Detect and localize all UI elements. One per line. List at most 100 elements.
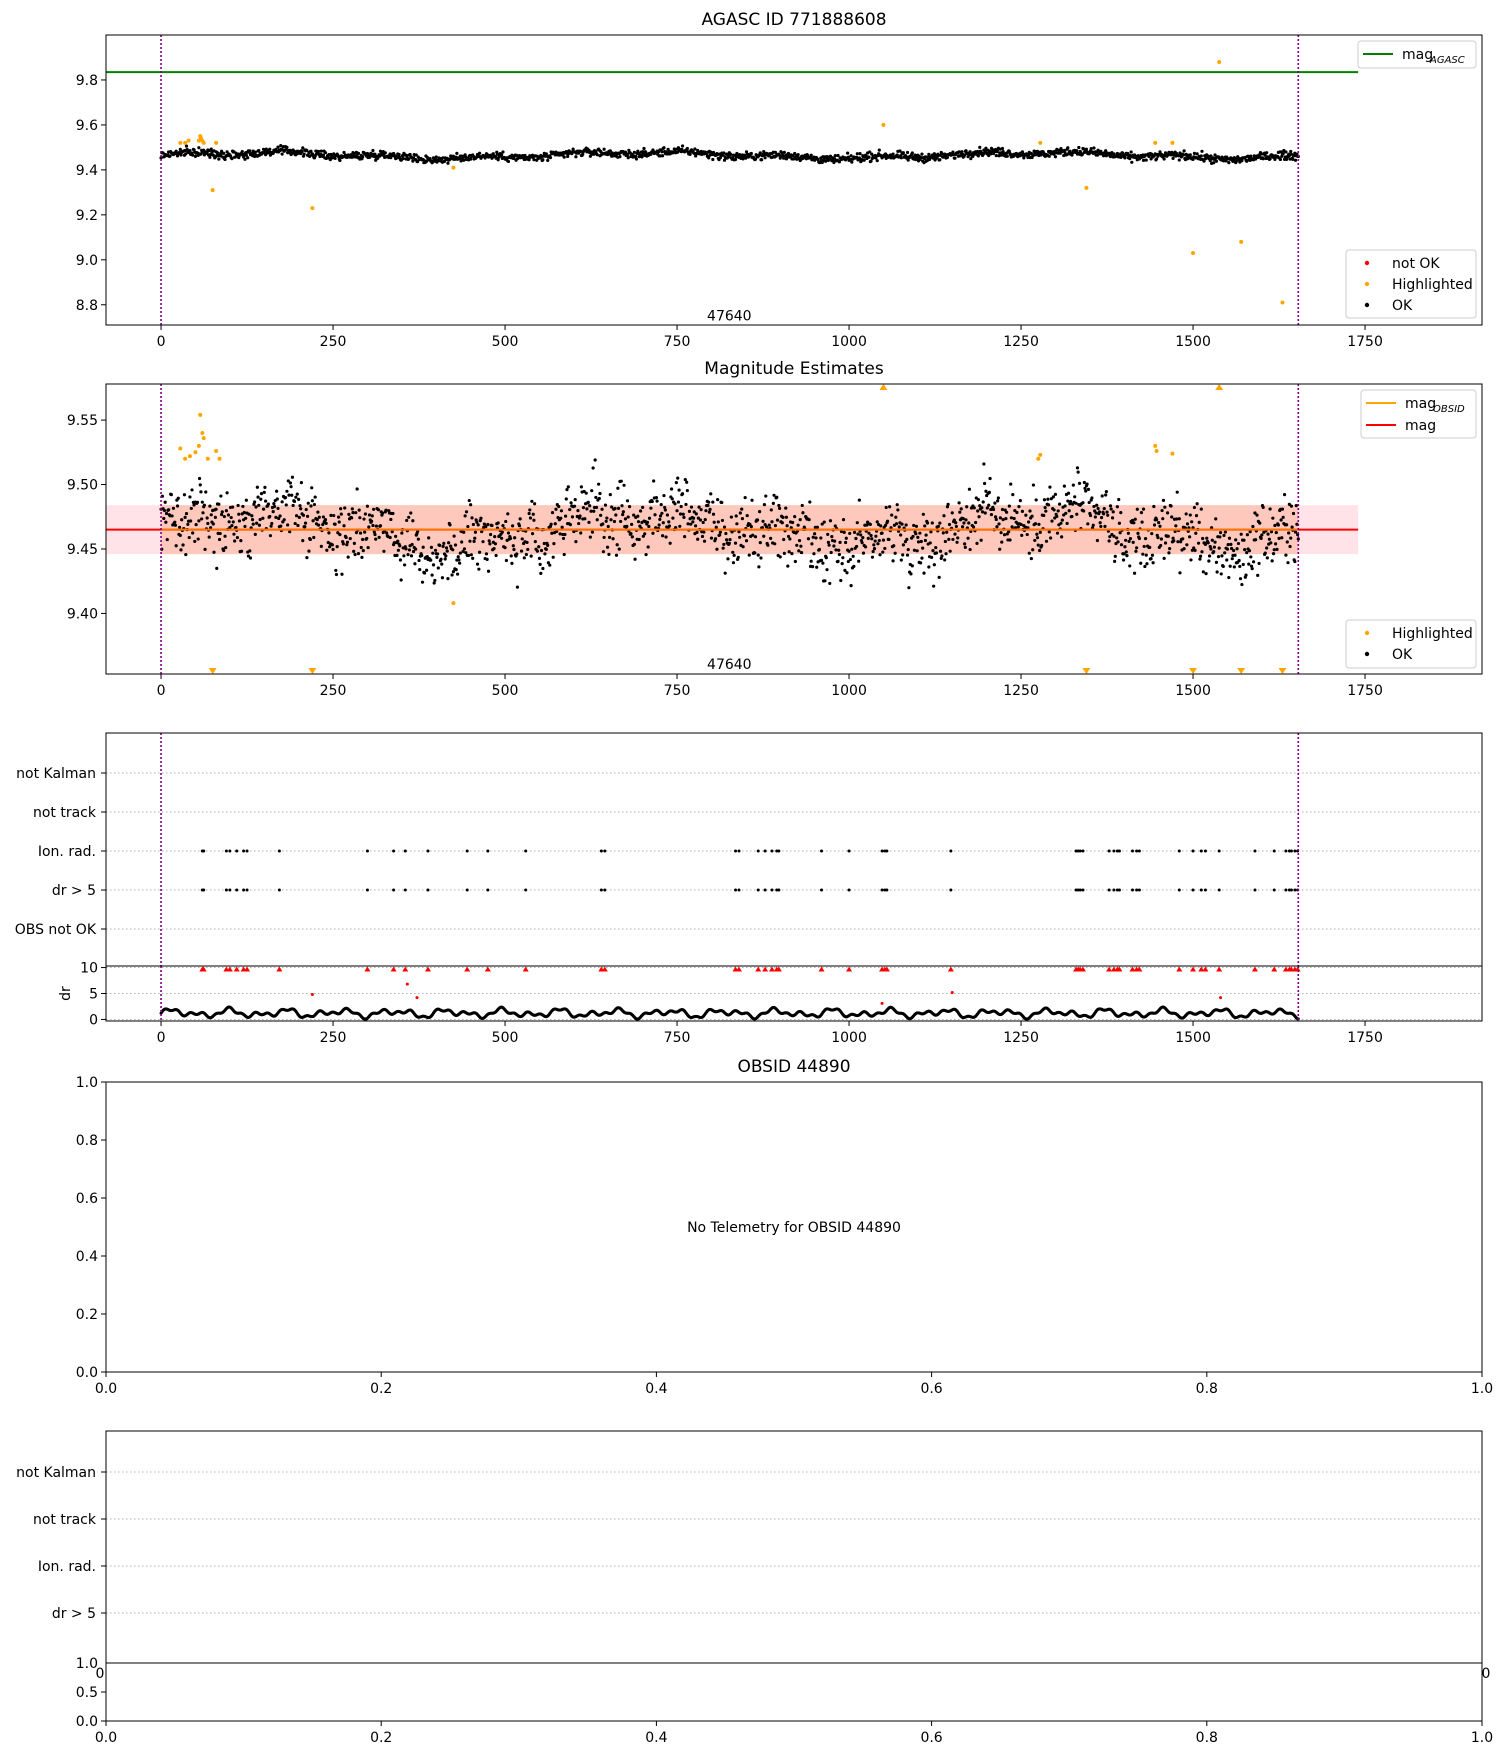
ok-point — [1194, 514, 1199, 518]
flag-point — [524, 888, 528, 892]
flag-point — [524, 849, 528, 853]
ok-point — [420, 553, 424, 558]
ok-point — [213, 515, 217, 519]
ok-point — [325, 548, 329, 552]
legend-label: Highlighted — [1392, 277, 1473, 293]
ok-point — [625, 524, 629, 529]
ok-point — [731, 550, 735, 554]
ok-point — [289, 485, 293, 489]
ok-point — [703, 517, 707, 522]
ok-point — [1128, 537, 1133, 541]
ok-point — [600, 507, 604, 511]
ok-point — [552, 542, 556, 546]
ok-point — [397, 152, 401, 157]
flag-point — [734, 849, 738, 853]
agasc-frame — [105, 34, 1483, 326]
ok-point — [1181, 537, 1185, 541]
ok-point — [960, 525, 965, 529]
ok-point — [1112, 534, 1116, 538]
ok-point — [398, 558, 403, 562]
ok-point — [1289, 149, 1293, 154]
ok-point — [441, 544, 445, 549]
ok-point — [344, 535, 348, 540]
ok-point — [1188, 535, 1192, 539]
ok-point — [335, 544, 339, 549]
ok-point — [1193, 548, 1197, 552]
ok-point — [367, 525, 371, 529]
ok-point — [663, 508, 667, 512]
ok-point — [246, 156, 250, 160]
ok-point — [668, 541, 672, 545]
ok-point — [963, 542, 967, 546]
ok-point — [586, 500, 590, 505]
ok-point — [240, 150, 244, 154]
ok-point — [1257, 561, 1261, 566]
ok-point — [1135, 507, 1139, 511]
ok-point — [257, 523, 262, 527]
ok-point — [607, 552, 611, 556]
ok-point — [579, 149, 583, 154]
ok-point — [486, 569, 491, 573]
ok-point — [1274, 530, 1278, 535]
ok-point — [1213, 153, 1217, 157]
ok-point — [670, 497, 674, 501]
ok-point — [1077, 145, 1081, 150]
ok-point — [998, 516, 1003, 520]
ok-point — [637, 537, 641, 542]
ok-point — [1237, 558, 1241, 563]
ok-point — [1077, 481, 1082, 486]
ok-point — [204, 490, 208, 494]
ok-point — [1034, 498, 1038, 502]
ok-point — [946, 502, 950, 506]
ok-point — [836, 559, 840, 563]
ok-point — [287, 493, 291, 497]
ok-point — [563, 514, 568, 518]
flag-point — [1199, 888, 1203, 892]
ok-point — [645, 520, 650, 524]
highlighted-point — [1170, 451, 1175, 456]
ok-point — [1066, 491, 1071, 495]
ok-point — [1294, 504, 1298, 508]
estimates-xtick-label: 750 — [664, 683, 691, 699]
ok-point — [190, 488, 194, 492]
ok-point — [250, 514, 254, 518]
ok-point — [1273, 157, 1277, 161]
ok-point — [838, 540, 842, 544]
ok-point — [466, 524, 470, 529]
ok-point — [769, 508, 773, 512]
ok-point — [431, 563, 436, 567]
ok-point — [570, 515, 575, 519]
flag-row-label: not Kalman — [16, 766, 96, 782]
ok-point — [329, 513, 333, 517]
ok-point — [301, 146, 305, 150]
ok-point — [549, 522, 553, 526]
ok-point — [896, 508, 900, 512]
ok-point — [685, 146, 689, 151]
ok-point — [778, 555, 782, 559]
ok-point — [764, 525, 769, 529]
ok-point — [310, 499, 314, 503]
ok-point — [433, 548, 438, 552]
ok-point — [276, 145, 280, 149]
ok-point — [321, 522, 325, 527]
ok-point — [1243, 548, 1247, 552]
ok-point — [1261, 505, 1265, 510]
legend-marker — [1364, 260, 1370, 266]
flag-point — [224, 849, 228, 853]
ok-point — [312, 502, 317, 507]
ok-point — [616, 486, 620, 490]
ok-point — [791, 520, 795, 525]
ok-point — [462, 530, 466, 534]
ok-point — [920, 152, 924, 156]
ok-point — [249, 526, 253, 530]
ok-point — [775, 518, 780, 522]
ok-point — [660, 511, 664, 515]
ok-point — [1108, 504, 1113, 508]
ok-point — [1038, 548, 1042, 553]
ok-point — [1154, 518, 1159, 522]
ok-point — [371, 523, 375, 528]
flag-point — [365, 888, 369, 892]
ok-point — [764, 494, 768, 498]
ok-point — [1124, 538, 1128, 542]
ok-point — [510, 153, 514, 157]
